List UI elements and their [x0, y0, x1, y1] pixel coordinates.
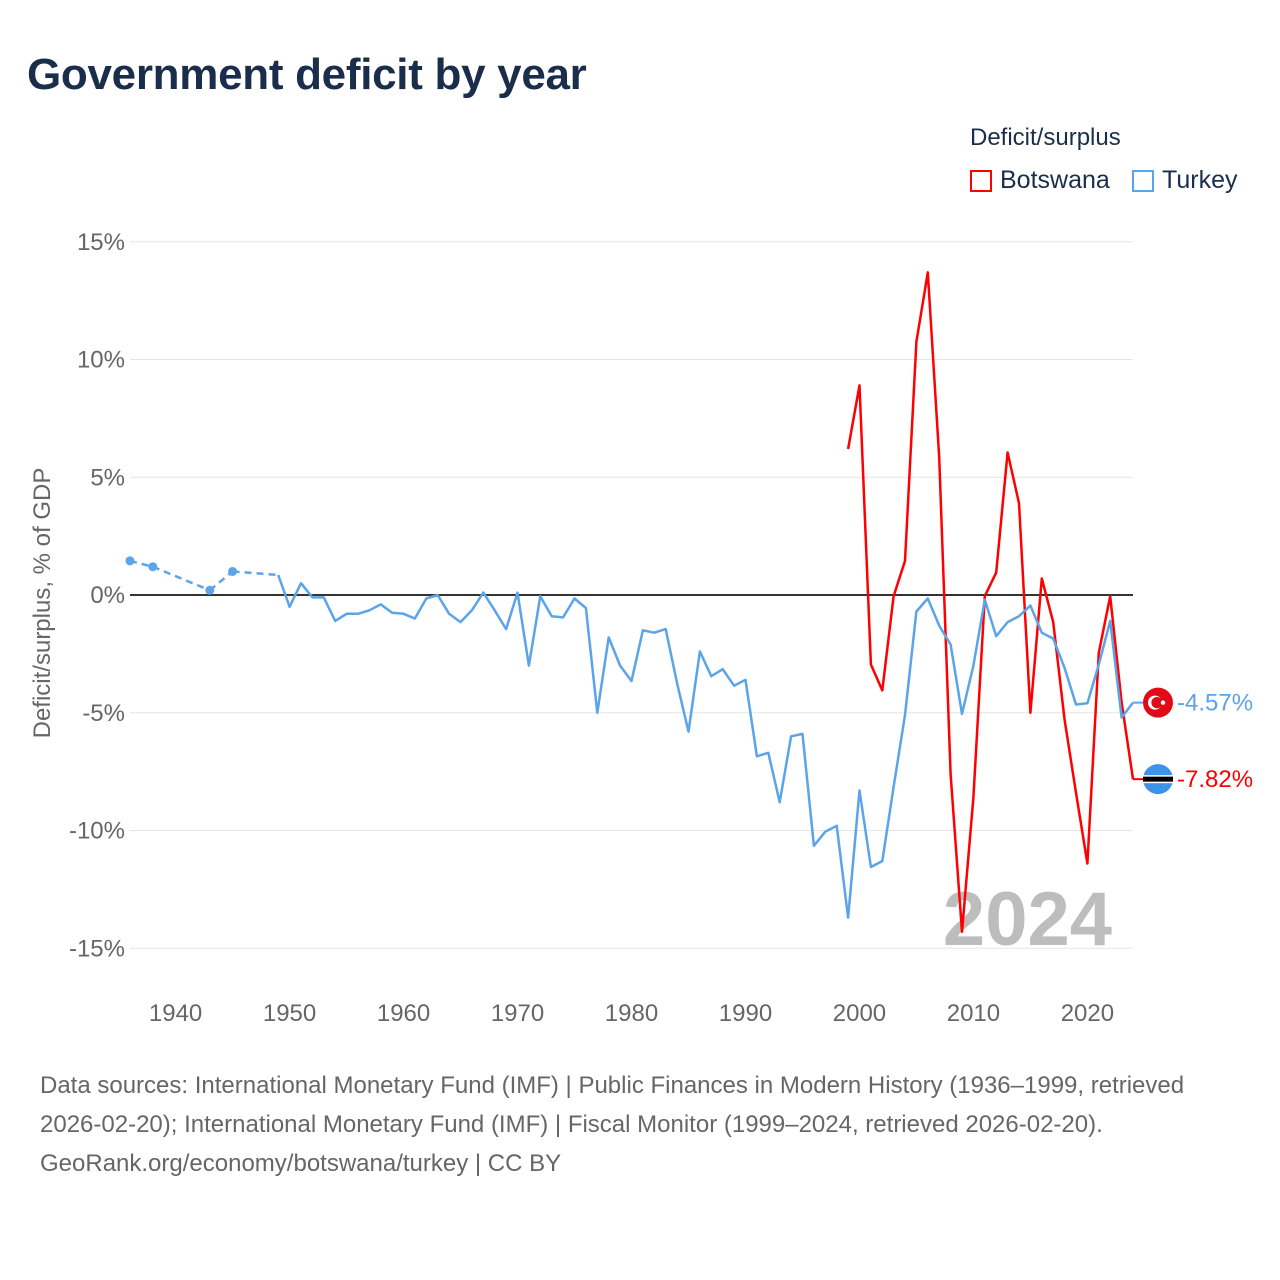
year-watermark: 2024 — [943, 877, 1112, 962]
y-tick-label: -15% — [69, 935, 125, 962]
data-point-turkey — [228, 566, 238, 576]
flag-black-band — [1143, 776, 1173, 782]
series-line-turkey — [277, 574, 1134, 919]
flag-turkey-icon — [1143, 687, 1173, 718]
y-tick-label: -10% — [69, 818, 125, 845]
x-tick-label: 1990 — [719, 1000, 772, 1027]
legend-item-turkey[interactable]: Turkey — [1132, 166, 1237, 195]
x-tick-label: 1940 — [149, 1000, 202, 1027]
line-chart: 15% 10% 5% 0% -5% -10% -15% 1940 1950 1960 1970 19… — [29, 229, 1253, 1027]
legend-label-turkey: Turkey — [1162, 166, 1238, 194]
x-tick-label: 1970 — [491, 1000, 544, 1027]
credit-link[interactable]: GeoRank.org/economy/botswana/turkey | CC… — [40, 1150, 562, 1177]
x-tick-label: 2020 — [1061, 1000, 1114, 1027]
data-point-turkey — [205, 585, 215, 595]
end-label-turkey: -4.57% — [1177, 690, 1253, 717]
x-tick-label: 1950 — [263, 1000, 316, 1027]
y-tick-label: 0% — [90, 582, 125, 609]
footer: Data sources: International Monetary Fun… — [40, 1066, 1240, 1183]
series-gap-turkey — [208, 570, 234, 592]
data-point-turkey — [148, 562, 158, 572]
data-point-turkey — [125, 556, 135, 566]
x-tick-label: 2010 — [947, 1000, 1000, 1027]
data-sources: Data sources: International Monetary Fun… — [40, 1072, 1185, 1138]
flag-star — [1160, 700, 1166, 705]
legend-title: Deficit/surplus — [970, 124, 1121, 151]
legend-swatch-botswana — [970, 169, 992, 192]
end-label-botswana: -7.82% — [1177, 766, 1253, 793]
y-tick-label: 10% — [77, 347, 125, 374]
flag-crescent-cut — [1151, 697, 1163, 709]
y-axis-label: Deficit/surplus, % of GDP — [29, 468, 56, 739]
y-tick-label: 15% — [77, 229, 125, 256]
series-gap-turkey — [232, 570, 279, 577]
legend-item-botswana[interactable]: Botswana — [970, 166, 1110, 195]
series-line-botswana — [846, 271, 1135, 934]
flag-botswana-icon — [1143, 764, 1173, 795]
chart-title: Government deficit by year — [27, 50, 587, 99]
y-tick-label: 5% — [90, 464, 125, 491]
x-tick-label: 1960 — [377, 1000, 430, 1027]
legend-swatch-turkey — [1132, 169, 1154, 192]
x-tick-label: 2000 — [833, 1000, 886, 1027]
series-gap-turkey — [152, 565, 211, 592]
x-tick-label: 1980 — [605, 1000, 658, 1027]
legend-label-botswana: Botswana — [1000, 166, 1110, 194]
y-tick-label: -5% — [82, 700, 125, 727]
